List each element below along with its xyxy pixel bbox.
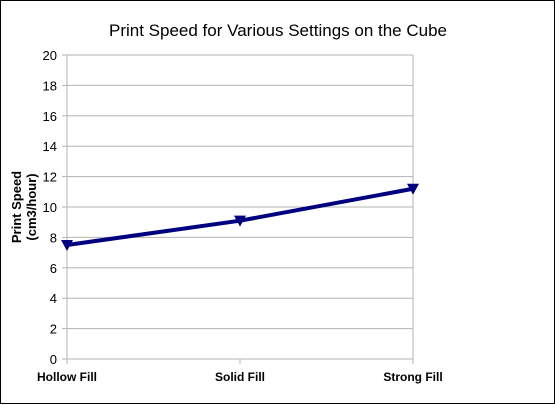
y-axis-label: Print Speed (cm3/hour) [9, 171, 39, 243]
data-point-0 [61, 240, 73, 251]
x-tick-label-2: Strong Fill [383, 370, 442, 384]
y-tick-label-2: 2 [50, 322, 57, 337]
x-tick-labels: Hollow Fill Solid Fill Strong Fill [37, 370, 443, 384]
data-point-1 [234, 215, 246, 227]
x-tick-label-0: Hollow Fill [37, 370, 97, 384]
y-tick-label-10: 10 [43, 200, 57, 215]
series-lines [61, 183, 419, 251]
y-tick-label-4: 4 [50, 291, 57, 306]
gridlines [62, 54, 414, 364]
y-axis-label-line1: Print Speed [9, 171, 24, 243]
y-tick-label-16: 16 [43, 109, 57, 124]
y-tick-label-6: 6 [50, 261, 57, 276]
y-tick-label-0: 0 [50, 352, 57, 367]
y-tick-labels: 0 2 4 6 8 10 12 14 16 18 20 [43, 48, 57, 367]
x-tick-label-1: Solid Fill [215, 370, 265, 384]
y-tick-label-8: 8 [50, 230, 57, 245]
y-axis-label-line2: (cm3/hour) [24, 173, 39, 240]
y-tick-label-12: 12 [43, 170, 57, 185]
chart-title: Print Speed for Various Settings on the … [109, 21, 447, 40]
y-tick-label-20: 20 [43, 48, 57, 63]
data-point-2 [407, 183, 419, 195]
y-tick-label-14: 14 [43, 139, 57, 154]
y-tick-label-18: 18 [43, 78, 57, 93]
